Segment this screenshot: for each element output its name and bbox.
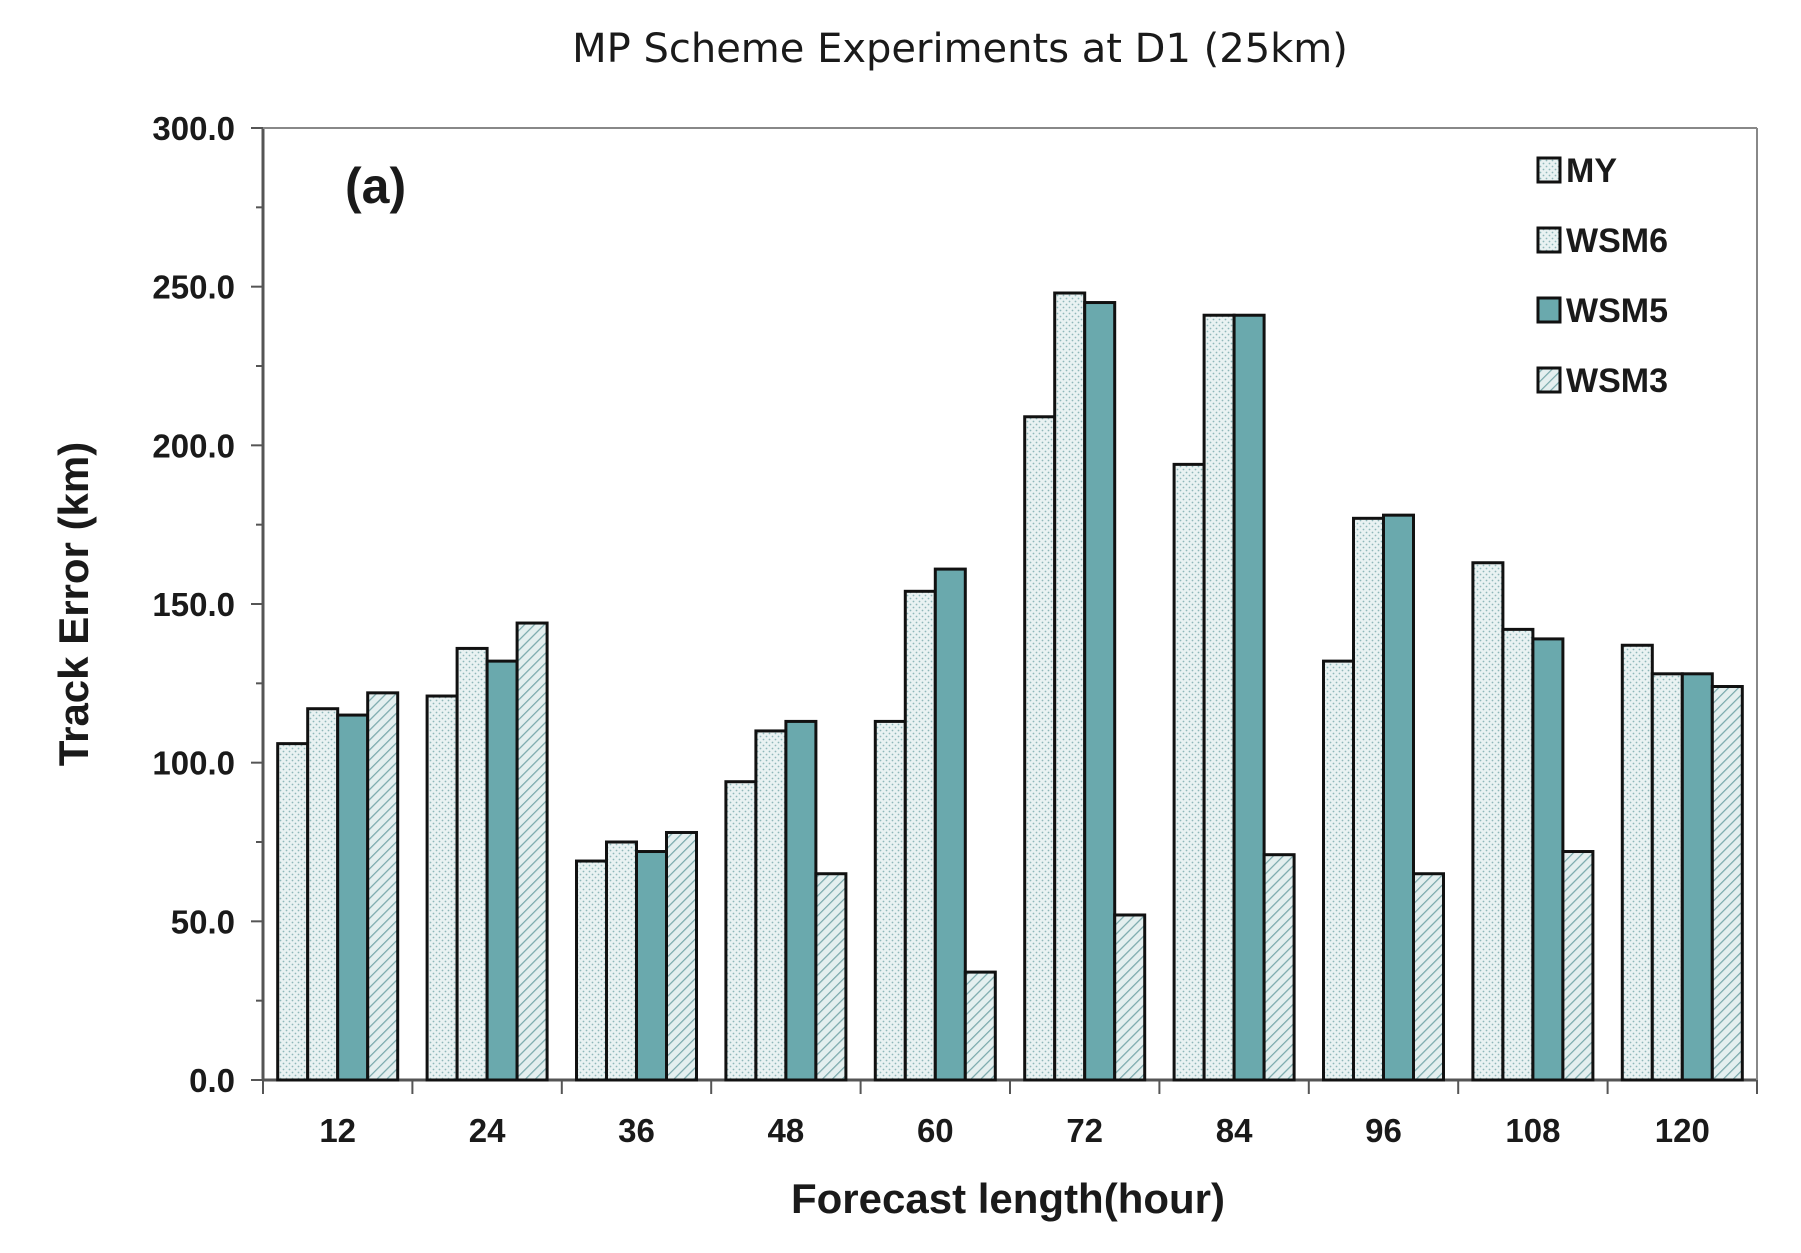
bar-my-120 — [1620, 643, 1654, 1082]
bar-my-96 — [1322, 659, 1355, 1082]
bar-wsm3-60 — [963, 970, 997, 1082]
y-tick-label: 200.0 — [152, 427, 235, 464]
x-axis-label: Forecast length(hour) — [791, 1175, 1225, 1222]
x-tick-label: 36 — [618, 1112, 655, 1149]
bar-wsm6-96 — [1352, 516, 1385, 1082]
panel-label: (a) — [345, 158, 406, 214]
x-tick-label: 72 — [1066, 1112, 1103, 1149]
bar-wsm5-72 — [1083, 301, 1117, 1082]
bar-my-108 — [1471, 561, 1505, 1082]
x-axis-ticks: 12 24 36 48 60 72 84 96 108 120 — [262, 1080, 1758, 1149]
bar-wsm5-84 — [1232, 313, 1266, 1082]
bar-wsm6-72 — [1053, 291, 1087, 1082]
legend-swatch-wsm5 — [1536, 296, 1562, 324]
y-axis-label: Track Error (km) — [50, 442, 97, 766]
x-tick-label: 84 — [1216, 1112, 1253, 1149]
bar-my-36 — [575, 859, 608, 1082]
bar-wsm3-72 — [1113, 913, 1147, 1082]
legend-label-wsm6: WSM6 — [1566, 222, 1668, 260]
bar-wsm6-120 — [1650, 672, 1684, 1082]
y-tick-label: 250.0 — [152, 269, 235, 306]
legend-swatch-wsm6 — [1536, 226, 1562, 254]
y-axis-ticks: 0.0 50.0 100.0 150.0 200.0 250.0 300.0 — [152, 110, 263, 1099]
x-tick-label: 120 — [1655, 1112, 1710, 1149]
legend: MY WSM6 WSM5 WSM3 — [1536, 152, 1668, 400]
x-tick-label: 12 — [319, 1112, 356, 1149]
bar-wsm3-12 — [366, 691, 400, 1082]
bar-wsm3-96 — [1412, 872, 1445, 1082]
bar-wsm6-36 — [605, 840, 638, 1082]
bar-wsm5-60 — [933, 567, 967, 1082]
bar-wsm5-108 — [1531, 637, 1565, 1082]
bar-wsm3-48 — [814, 872, 848, 1082]
bar-wsm5-120 — [1680, 672, 1714, 1082]
bar-wsm3-36 — [665, 830, 698, 1082]
legend-swatch-my — [1536, 156, 1562, 184]
bar-wsm3-84 — [1262, 853, 1296, 1082]
y-tick-label: 0.0 — [189, 1062, 235, 1099]
x-tick-label: 108 — [1505, 1112, 1560, 1149]
bar-my-84 — [1172, 462, 1206, 1082]
bar-wsm3-108 — [1561, 850, 1595, 1082]
chart-title: MP Scheme Experiments at D1 (25km) — [572, 26, 1348, 72]
bar-my-24 — [425, 694, 459, 1082]
bar-wsm5-96 — [1382, 513, 1415, 1082]
legend-swatch-wsm3 — [1536, 366, 1562, 394]
bar-series-group — [276, 291, 1744, 1082]
bar-my-72 — [1023, 415, 1057, 1082]
bar-wsm6-108 — [1501, 627, 1535, 1082]
bar-my-60 — [873, 719, 907, 1082]
bar-wsm5-12 — [336, 713, 370, 1082]
y-tick-label: 300.0 — [152, 110, 235, 147]
bar-wsm6-12 — [306, 707, 340, 1082]
x-tick-label: 60 — [917, 1112, 954, 1149]
bar-wsm6-24 — [455, 646, 489, 1082]
bar-wsm3-120 — [1710, 685, 1744, 1082]
bar-wsm6-84 — [1202, 313, 1236, 1082]
x-tick-label: 48 — [768, 1112, 805, 1149]
bar-wsm5-24 — [485, 659, 519, 1082]
y-tick-label: 150.0 — [152, 586, 235, 623]
bar-wsm5-36 — [635, 850, 668, 1082]
legend-label-wsm5: WSM5 — [1566, 292, 1668, 330]
legend-label-wsm3: WSM3 — [1566, 362, 1668, 400]
bar-wsm6-48 — [754, 729, 788, 1082]
bar-my-12 — [276, 742, 310, 1082]
bar-wsm3-24 — [515, 621, 549, 1082]
legend-label-my: MY — [1566, 152, 1617, 190]
bar-wsm6-60 — [903, 589, 937, 1082]
bar-my-48 — [724, 780, 758, 1082]
bar-wsm5-48 — [784, 719, 818, 1082]
x-tick-label: 24 — [469, 1112, 506, 1149]
y-tick-label: 50.0 — [171, 903, 235, 940]
x-tick-label: 96 — [1365, 1112, 1402, 1149]
y-tick-label: 100.0 — [152, 745, 235, 782]
